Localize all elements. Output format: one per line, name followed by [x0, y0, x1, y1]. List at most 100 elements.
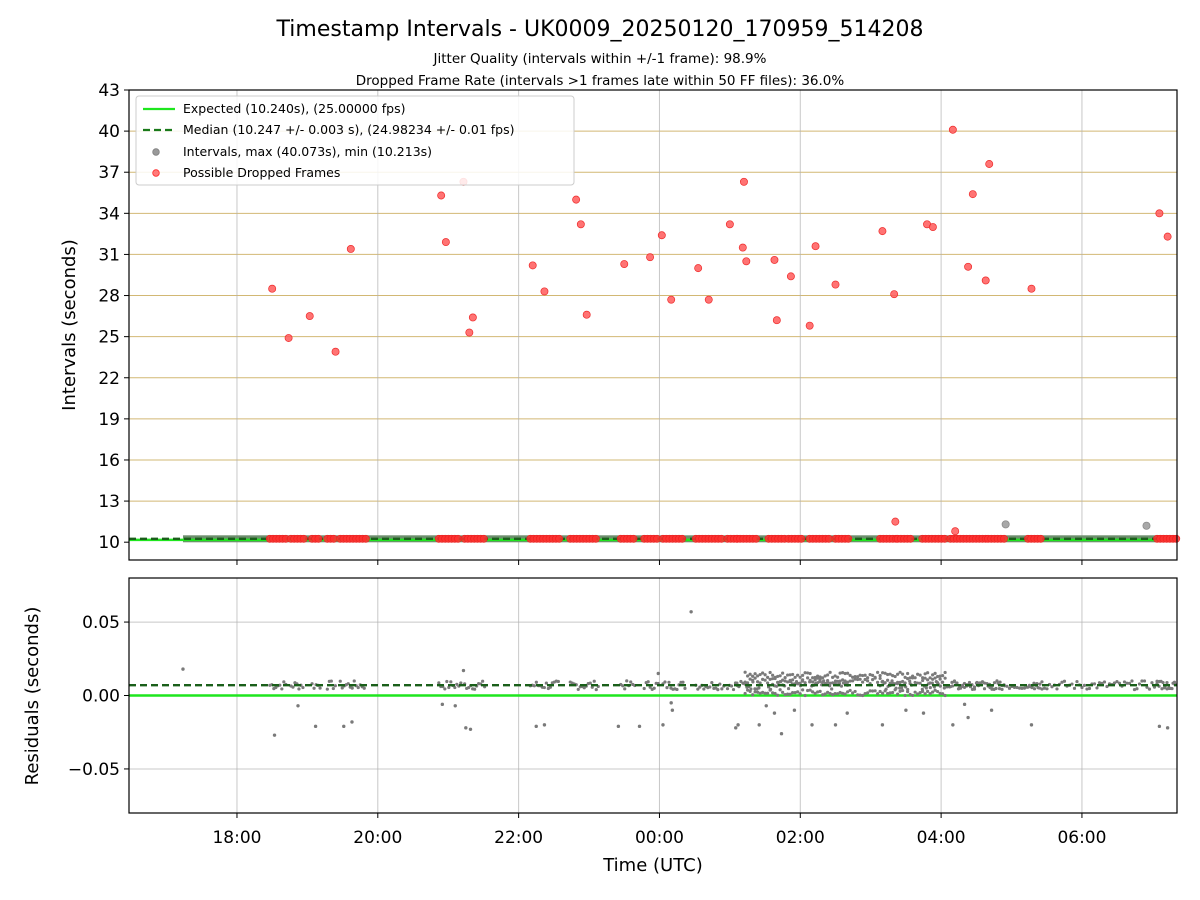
residual-point [788, 673, 792, 677]
residual-point [473, 687, 477, 691]
residual-point [781, 678, 785, 682]
dropped-frame-point [582, 310, 591, 319]
residual-point [833, 674, 837, 678]
dropped-frame-point [646, 253, 655, 262]
residual-point [806, 671, 810, 675]
residual-point [900, 686, 904, 690]
residual-point [748, 672, 752, 676]
residual-point [594, 687, 598, 692]
residual-outlier-point [772, 711, 777, 715]
residual-point [743, 670, 747, 674]
residual-point [911, 676, 915, 680]
y-tick-label: −0.05 [68, 760, 120, 780]
residual-point [280, 687, 284, 691]
residual-outlier-point [637, 724, 642, 729]
residual-point [995, 679, 999, 683]
residual-outlier-point [779, 731, 784, 736]
residual-point [878, 676, 882, 681]
dropped-frame-point [657, 231, 666, 240]
residual-point [906, 690, 910, 694]
legend-expected-label: Expected (10.240s), (25.00000 fps) [183, 101, 405, 116]
residual-point [763, 678, 767, 682]
chart-title: Timestamp Intervals - UK0009_20250120_17… [276, 17, 924, 42]
residual-point [846, 680, 850, 684]
residual-point [863, 673, 867, 677]
residual-point [1072, 686, 1077, 690]
residual-point [796, 682, 800, 686]
dropped-frame-point [454, 534, 462, 543]
residual-point [901, 688, 905, 693]
residual-outlier-point [734, 726, 738, 730]
y-tick-label: 19 [98, 410, 120, 430]
residual-point [362, 686, 366, 690]
dropped-frame-point [468, 313, 477, 322]
x-tick-label: 02:00 [776, 828, 825, 848]
residual-point [329, 679, 333, 683]
residual-point [681, 680, 685, 684]
residual-point [1038, 682, 1042, 686]
residual-outlier-point [689, 610, 693, 614]
dropped-frame-point [314, 534, 323, 543]
residual-point [941, 673, 945, 678]
residual-point [911, 693, 915, 698]
residual-point [1062, 679, 1067, 683]
residual-point [841, 691, 845, 696]
residual-point [588, 681, 592, 685]
residual-point [1170, 686, 1174, 691]
residual-point [861, 693, 865, 698]
residual-point [830, 687, 834, 691]
residual-point [783, 692, 787, 697]
y-tick-label: 10 [98, 533, 120, 553]
residual-point [763, 691, 767, 695]
residual-point [918, 690, 922, 695]
y-tick-label: 40 [98, 122, 120, 142]
residual-point [881, 671, 885, 675]
legend-intervals-label: Intervals, max (40.073s), min (10.213s) [183, 144, 432, 159]
residual-point [751, 693, 755, 697]
residual-point [906, 671, 910, 676]
residual-point [980, 680, 984, 684]
residual-point [696, 687, 700, 691]
residual-point [449, 680, 453, 684]
legend-dropped-label: Possible Dropped Frames [183, 165, 340, 180]
residual-point [803, 681, 807, 685]
residual-point [356, 685, 360, 690]
residual-point [886, 691, 890, 696]
residual-point [856, 693, 860, 697]
x-tick-label: 18:00 [212, 828, 261, 848]
residual-point [908, 679, 912, 683]
residual-point [445, 679, 449, 684]
residual-point [868, 689, 872, 693]
residual-point [1161, 680, 1165, 685]
residual-point [957, 686, 962, 690]
residual-point [803, 693, 807, 698]
dropped-frame-point [441, 238, 450, 247]
residual-point [753, 672, 757, 676]
residual-point [896, 672, 900, 676]
dropped-frame-point [738, 243, 747, 252]
residual-point [858, 693, 862, 697]
residual-point [903, 675, 907, 679]
residual-outlier-point [542, 723, 547, 727]
residual-outlier-point [736, 723, 740, 727]
dropped-frame-point [465, 328, 474, 337]
dropped-frame-point [1163, 232, 1172, 241]
residual-point [1142, 679, 1147, 683]
residual-point [791, 678, 795, 682]
residual-point [936, 689, 940, 694]
residual-point [866, 691, 870, 695]
dropped-frame-point [361, 534, 370, 543]
residual-point [786, 686, 791, 691]
dropped-frame-point [704, 295, 713, 304]
residual-point [866, 679, 870, 683]
residual-point [768, 677, 772, 681]
residual-point [1080, 685, 1084, 690]
residual-point [896, 692, 900, 696]
residual-point [702, 687, 706, 691]
residual-point [333, 684, 337, 688]
residual-point [776, 680, 780, 684]
residual-point [667, 680, 671, 684]
residual-point [856, 675, 860, 679]
residual-outlier-point [616, 724, 621, 729]
residual-point [773, 676, 777, 681]
